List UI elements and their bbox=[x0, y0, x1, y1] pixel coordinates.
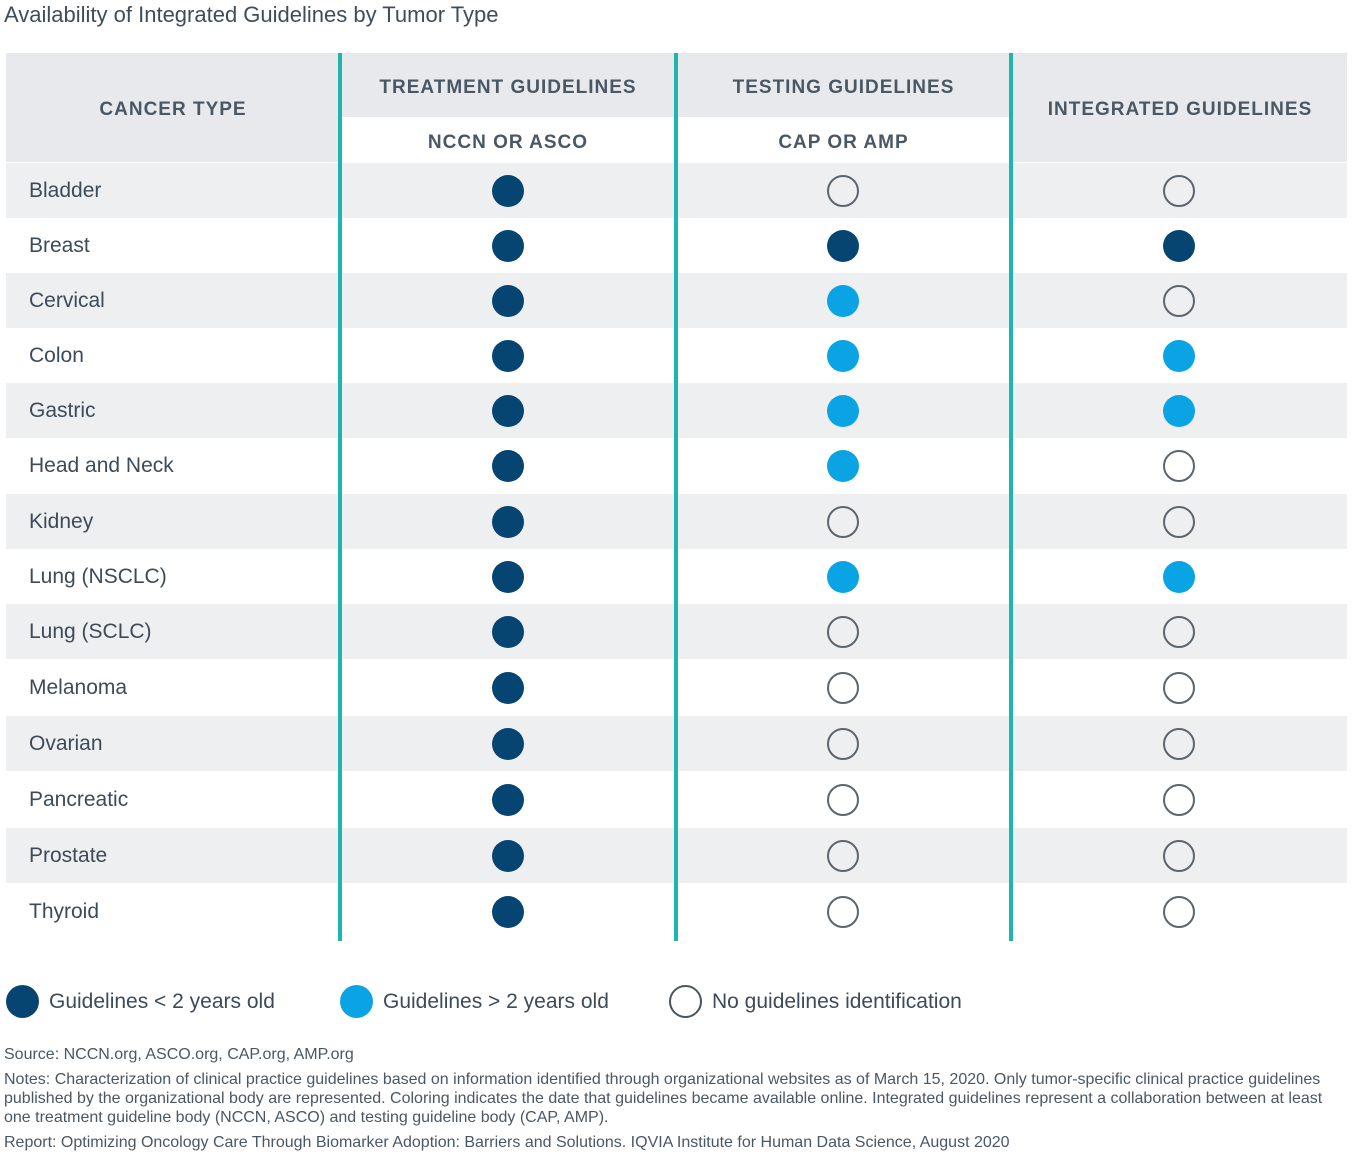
treatment-status-dot bbox=[492, 285, 524, 317]
header-testing-sub: CAP OR AMP bbox=[778, 132, 909, 153]
cancer-type-label: Ovarian bbox=[29, 732, 103, 755]
treatment-status-dot bbox=[492, 230, 524, 262]
legend-label-older: Guidelines > 2 years old bbox=[383, 989, 609, 1013]
treatment-status-dot bbox=[492, 395, 524, 427]
table-row: Lung (NSCLC) bbox=[6, 549, 1347, 604]
testing-status-dot bbox=[827, 230, 859, 262]
testing-status-dot bbox=[827, 285, 859, 317]
header-bg-cancer bbox=[6, 53, 338, 162]
header-integrated: INTEGRATED GUIDELINES bbox=[1047, 99, 1313, 120]
treatment-status-dot bbox=[492, 450, 524, 482]
integrated-status-dot bbox=[1163, 896, 1195, 928]
cancer-type-label: Breast bbox=[29, 234, 90, 257]
report-note: Report: Optimizing Oncology Care Through… bbox=[4, 1134, 1010, 1151]
legend-light-dot-icon bbox=[340, 985, 373, 1018]
treatment-status-dot bbox=[492, 896, 524, 928]
cancer-type-label: Gastric bbox=[29, 399, 96, 422]
divider-1 bbox=[338, 53, 342, 941]
cancer-type-label: Colon bbox=[29, 344, 84, 367]
cancer-type-label: Lung (SCLC) bbox=[29, 620, 152, 643]
integrated-status-dot bbox=[1163, 784, 1195, 816]
treatment-status-dot bbox=[492, 340, 524, 372]
integrated-status-dot bbox=[1163, 340, 1195, 372]
legend-item-older: Guidelines > 2 years old bbox=[340, 985, 609, 1018]
cancer-type-label: Pancreatic bbox=[29, 788, 129, 811]
legend-label-recent: Guidelines < 2 years old bbox=[49, 989, 275, 1013]
integrated-status-dot bbox=[1163, 285, 1195, 317]
header-testing: TESTING GUIDELINES bbox=[732, 77, 955, 98]
testing-status-dot bbox=[827, 728, 859, 760]
testing-status-dot bbox=[827, 395, 859, 427]
table-row: Thyroid bbox=[6, 884, 1347, 939]
divider-2 bbox=[674, 53, 678, 941]
header-treatment-sub: NCCN OR ASCO bbox=[427, 132, 589, 153]
treatment-status-dot bbox=[492, 561, 524, 593]
testing-status-dot bbox=[827, 175, 859, 207]
testing-status-dot bbox=[827, 840, 859, 872]
cancer-type-label: Head and Neck bbox=[29, 454, 174, 477]
table-row: Melanoma bbox=[6, 660, 1347, 715]
integrated-status-dot bbox=[1163, 672, 1195, 704]
legend-dark-dot-icon bbox=[6, 985, 39, 1018]
table-row: Breast bbox=[6, 218, 1347, 273]
treatment-status-dot bbox=[492, 175, 524, 207]
integrated-status-dot bbox=[1163, 616, 1195, 648]
testing-status-dot bbox=[827, 672, 859, 704]
cancer-type-label: Kidney bbox=[29, 510, 94, 533]
legend-item-none: No guidelines identification bbox=[669, 985, 962, 1018]
treatment-status-dot bbox=[492, 672, 524, 704]
header-treatment: TREATMENT GUIDELINES bbox=[379, 77, 637, 98]
testing-status-dot bbox=[827, 450, 859, 482]
cancer-type-label: Cervical bbox=[29, 289, 105, 312]
legend-empty-circle-icon bbox=[669, 985, 702, 1018]
source-note: Source: NCCN.org, ASCO.org, CAP.org, AMP… bbox=[4, 1046, 354, 1063]
integrated-status-dot bbox=[1163, 395, 1195, 427]
divider-3 bbox=[1009, 53, 1013, 941]
treatment-status-dot bbox=[492, 616, 524, 648]
integrated-status-dot bbox=[1163, 175, 1195, 207]
table-row: Pancreatic bbox=[6, 772, 1347, 827]
integrated-status-dot bbox=[1163, 506, 1195, 538]
table-row: Colon bbox=[6, 328, 1347, 383]
cancer-type-label: Bladder bbox=[29, 179, 102, 202]
integrated-status-dot bbox=[1163, 561, 1195, 593]
treatment-status-dot bbox=[492, 506, 524, 538]
header-bg-integrated bbox=[1013, 53, 1347, 162]
legend-item-recent: Guidelines < 2 years old bbox=[6, 985, 275, 1018]
header-bg-testing bbox=[678, 53, 1009, 117]
cancer-type-label: Melanoma bbox=[29, 676, 128, 699]
treatment-status-dot bbox=[492, 728, 524, 760]
integrated-status-dot bbox=[1163, 230, 1195, 262]
integrated-status-dot bbox=[1163, 450, 1195, 482]
cancer-type-label: Thyroid bbox=[29, 900, 100, 923]
treatment-status-dot bbox=[492, 840, 524, 872]
notes: Notes: Characterization of clinical prac… bbox=[4, 1071, 1323, 1126]
legend-label-none: No guidelines identification bbox=[712, 989, 962, 1013]
testing-status-dot bbox=[827, 561, 859, 593]
testing-status-dot bbox=[827, 340, 859, 372]
table-row: Head and Neck bbox=[6, 438, 1347, 493]
testing-status-dot bbox=[827, 616, 859, 648]
testing-status-dot bbox=[827, 784, 859, 816]
header-cancer-type: CANCER TYPE bbox=[99, 99, 247, 120]
chart-title: Availability of Integrated Guidelines by… bbox=[4, 2, 499, 27]
header-bg-treatment bbox=[342, 53, 674, 117]
testing-status-dot bbox=[827, 506, 859, 538]
integrated-status-dot bbox=[1163, 728, 1195, 760]
cancer-type-label: Prostate bbox=[29, 844, 108, 867]
guidelines-table: CANCER TYPE TREATMENT GUIDELINES NCCN OR… bbox=[6, 53, 1347, 941]
treatment-status-dot bbox=[492, 784, 524, 816]
testing-status-dot bbox=[827, 896, 859, 928]
integrated-status-dot bbox=[1163, 840, 1195, 872]
legend: Guidelines < 2 years old Guidelines > 2 … bbox=[0, 985, 1352, 1025]
cancer-type-label: Lung (NSCLC) bbox=[29, 565, 167, 588]
